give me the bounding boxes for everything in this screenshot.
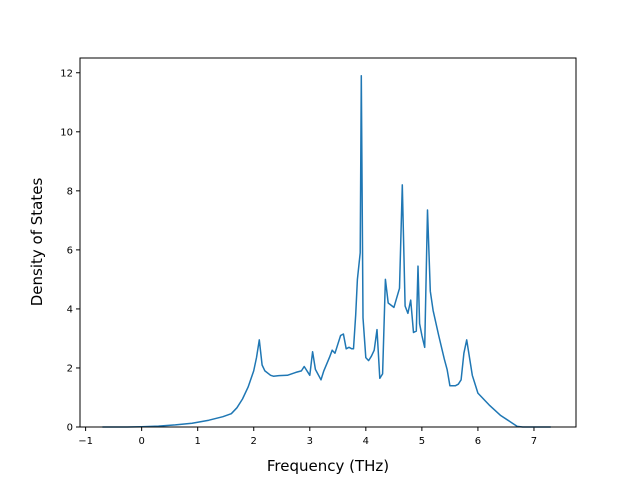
y-tick-label: 10 — [60, 127, 73, 138]
x-tick-label: 7 — [531, 436, 537, 447]
y-tick-label: 2 — [67, 363, 73, 374]
x-axis-label: Frequency (THz) — [267, 457, 389, 475]
x-axis-ticks: −1 0 1 2 3 4 5 6 7 — [78, 427, 537, 447]
y-tick-label: 6 — [67, 245, 73, 256]
y-axis-label: Density of States — [28, 178, 46, 307]
series-layer — [102, 74, 551, 428]
x-tick-label: 3 — [307, 436, 313, 447]
x-tick-label: 0 — [138, 436, 144, 447]
plot-frame — [79, 57, 577, 428]
y-tick-label: 12 — [60, 68, 73, 79]
y-tick-label: 4 — [67, 304, 73, 315]
x-tick-label: 4 — [363, 436, 369, 447]
x-tick-label: 6 — [475, 436, 481, 447]
plot-background — [80, 58, 576, 427]
x-tick-label: 5 — [419, 436, 425, 447]
y-axis-ticks: 0 2 4 6 8 10 12 — [60, 68, 80, 434]
y-tick-label: 8 — [67, 186, 73, 197]
x-tick-label: −1 — [78, 436, 93, 447]
y-tick-label: 0 — [67, 423, 73, 434]
dos-line — [102, 74, 551, 428]
x-tick-label: 1 — [195, 436, 201, 447]
x-tick-label: 2 — [251, 436, 257, 447]
